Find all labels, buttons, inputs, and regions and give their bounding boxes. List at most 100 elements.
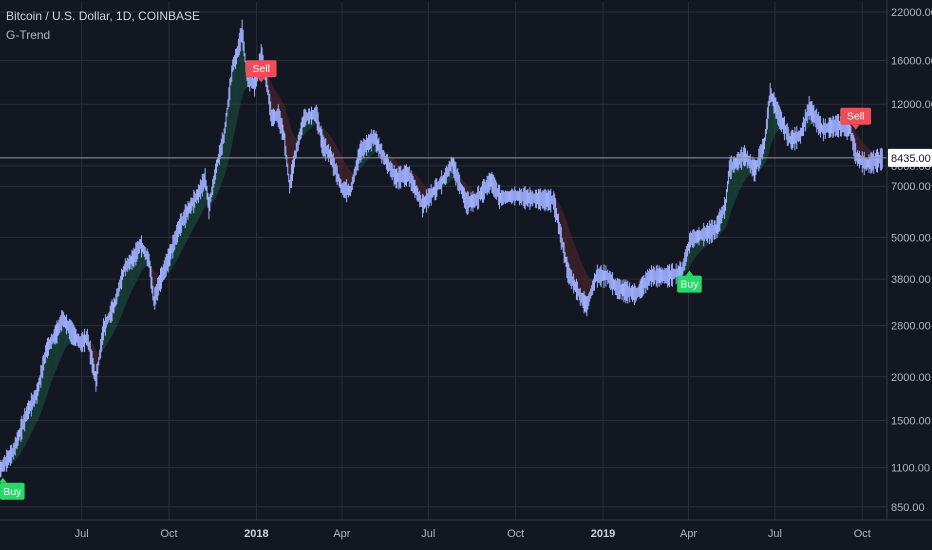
band-bear-segment: [575, 246, 577, 289]
study-name[interactable]: G-Trend: [6, 28, 51, 42]
buy-signal[interactable]: Buy: [677, 270, 702, 293]
price-tick-label[interactable]: 16000.00: [891, 55, 932, 67]
price-tick-label[interactable]: 22000.00: [891, 7, 932, 19]
band-bear-segment: [274, 89, 276, 117]
signal-label: Buy: [680, 279, 699, 291]
band-bull-segment: [238, 43, 240, 115]
band-bull-segment: [57, 326, 59, 366]
time-tick-label[interactable]: Oct: [507, 528, 524, 540]
price-tick-label[interactable]: 5000.00: [891, 232, 931, 244]
band-bull-segment: [52, 337, 54, 380]
band-bull-segment: [231, 65, 233, 146]
last-price-label: 8435.00: [888, 148, 932, 167]
price-tick-label[interactable]: 12000.00: [891, 99, 932, 111]
band-bull-segment: [769, 92, 771, 152]
symbol-title[interactable]: Bitcoin / U.S. Dollar, 1D, COINBASE: [6, 9, 201, 23]
signal-box: [840, 107, 872, 125]
band-bull-segment: [735, 162, 737, 201]
band-bull-segment: [124, 266, 126, 308]
price-tick-label[interactable]: 2800.00: [891, 321, 931, 333]
price-tick-label[interactable]: 850.00: [891, 502, 925, 514]
band-bear-segment: [581, 261, 583, 299]
band-bull-segment: [770, 92, 772, 148]
sell-signal[interactable]: Sell: [245, 60, 277, 83]
signal-markers: Buy Sell Buy Sell: [0, 60, 872, 500]
band-bull-segment: [182, 218, 184, 250]
last-price-label-text: 8435.00: [891, 153, 931, 165]
time-tick-label[interactable]: Jul: [421, 528, 435, 540]
band-bull-segment: [239, 38, 241, 111]
band-bull-segment: [235, 55, 237, 128]
signal-pointer: [257, 77, 266, 83]
band-bear-segment: [342, 158, 344, 189]
band-bear-segment: [275, 90, 277, 116]
band-bear-segment: [287, 116, 289, 178]
band-bull-segment: [51, 339, 53, 383]
price-tick-label[interactable]: 3800.00: [891, 274, 931, 286]
band-bull-segment: [232, 62, 234, 142]
band-bull-segment: [240, 34, 242, 106]
time-tick-label[interactable]: Jul: [768, 528, 782, 540]
band-bull-segment: [126, 264, 128, 304]
band-bear-segment: [572, 239, 574, 283]
band-bull-segment: [48, 344, 50, 391]
band-bear-segment: [860, 138, 862, 161]
band-bull-segment: [733, 163, 735, 206]
time-tick-label[interactable]: 2018: [244, 528, 268, 540]
band-bear-segment: [579, 256, 581, 297]
signal-label: Sell: [847, 111, 865, 123]
signal-label: Buy: [3, 486, 22, 498]
band-bull-segment: [53, 336, 55, 378]
band-bull-segment: [734, 162, 736, 204]
band-bull-segment: [50, 340, 52, 386]
price-tick-label[interactable]: 1500.00: [891, 416, 931, 428]
band-bull-segment: [223, 135, 225, 180]
band-bull-segment: [241, 30, 243, 102]
time-tick-label[interactable]: Jul: [75, 528, 89, 540]
band-bear-segment: [288, 119, 290, 187]
band-bull-segment: [217, 158, 219, 194]
price-tick-label[interactable]: 2000.00: [891, 372, 931, 384]
sell-signal[interactable]: Sell: [840, 107, 872, 130]
band-bull-segment: [188, 206, 190, 237]
band-bear-segment: [271, 83, 273, 118]
band-bear-segment: [568, 228, 570, 276]
band-bear-segment: [565, 216, 567, 262]
band-bull-segment: [44, 353, 46, 403]
band-bear-segment: [567, 225, 569, 274]
last-price-label-box: [888, 148, 932, 167]
time-tick-label[interactable]: Apr: [680, 528, 697, 540]
signal-pointer: [0, 477, 7, 483]
band-bull-segment: [123, 267, 125, 311]
buy-signal[interactable]: Buy: [0, 477, 25, 500]
band-bull-segment: [117, 288, 119, 325]
signal-pointer: [851, 124, 860, 130]
price-series: [0, 19, 883, 478]
band-bear-segment: [339, 152, 341, 186]
time-tick-label[interactable]: Oct: [160, 528, 177, 540]
band-bull-segment: [234, 58, 236, 132]
band-bull-segment: [49, 342, 51, 388]
band-bull-segment: [46, 347, 48, 397]
time-axis[interactable]: Jul Oct 2018 Apr Jul Oct 2019 Apr Jul Oct: [75, 528, 871, 540]
band-bull-segment: [237, 47, 239, 119]
price-tick-label[interactable]: 7000.00: [891, 181, 931, 193]
time-tick-label[interactable]: 2019: [591, 528, 615, 540]
band-bear-segment: [341, 156, 343, 189]
band-bear-segment: [570, 233, 572, 279]
signal-pointer: [685, 270, 694, 276]
signal-box: [677, 275, 702, 293]
price-axis[interactable]: 22000.0016000.0012000.008000.007000.0050…: [891, 7, 932, 514]
time-tick-label[interactable]: Apr: [333, 528, 350, 540]
band-bull-segment: [128, 262, 130, 299]
signal-label: Sell: [252, 63, 270, 75]
band-bull-segment: [63, 319, 65, 352]
band-bull-segment: [227, 96, 229, 164]
price-tick-label[interactable]: 1100.00: [891, 463, 930, 475]
band-bull-segment: [772, 97, 774, 142]
band-bull-segment: [236, 51, 238, 124]
band-bear-segment: [562, 209, 564, 248]
signal-box: [245, 60, 277, 78]
time-tick-label[interactable]: Oct: [854, 528, 871, 540]
